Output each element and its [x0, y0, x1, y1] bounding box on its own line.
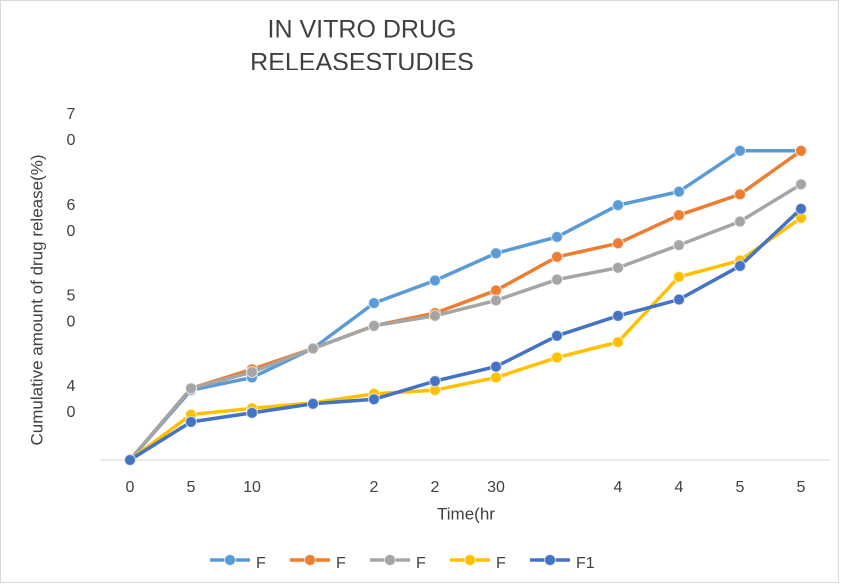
legend-label: F: [496, 555, 506, 572]
data-point: [367, 393, 381, 406]
legend-label: F: [256, 555, 266, 572]
y-axis-title: Cumulative amount of drug release(%): [27, 154, 46, 445]
data-point: [428, 375, 442, 388]
data-point: [611, 199, 625, 212]
data-point: [611, 237, 625, 250]
data-point: [733, 215, 747, 228]
legend-item: F: [370, 554, 426, 572]
data-point: [184, 382, 198, 395]
data-point: [672, 185, 686, 198]
x-tick-label: 2: [370, 479, 379, 496]
data-point: [672, 270, 686, 283]
data-point: [367, 319, 381, 332]
data-point: [733, 144, 747, 157]
x-tick-label: 2: [431, 479, 440, 496]
legend-marker: [544, 554, 556, 566]
data-point: [611, 261, 625, 274]
data-point: [550, 230, 564, 244]
data-point: [367, 297, 381, 310]
data-point: [489, 294, 503, 307]
x-tick-label: 5: [736, 479, 745, 496]
legend-label: F: [416, 555, 426, 572]
x-tick-label: 4: [614, 479, 623, 496]
series-line: [128, 216, 803, 462]
data-point: [672, 293, 686, 306]
legend-item: F: [210, 554, 266, 572]
data-point: [611, 336, 625, 349]
title-group: IN VITRO DRUG RELEASESTUDIES: [250, 16, 474, 77]
legend-item: F: [450, 554, 506, 572]
data-point: [733, 259, 747, 273]
series-line: [128, 182, 802, 462]
data-point: [428, 309, 442, 322]
x-tick-label: 5: [797, 479, 806, 496]
data-point: [489, 247, 503, 260]
data-point: [794, 178, 808, 191]
data-point: [672, 209, 686, 222]
legend-item: F: [290, 554, 346, 572]
data-point: [489, 371, 503, 384]
x-axis-title: Time(hr: [437, 504, 495, 523]
data-point: [428, 274, 442, 287]
series-line: [129, 207, 803, 462]
x-tick-label: 30: [487, 479, 505, 496]
legend-marker: [304, 554, 316, 566]
data-point: [794, 202, 808, 215]
chart-title: RELEASESTUDIES: [250, 49, 474, 77]
data-point: [733, 188, 747, 201]
x-tick-label: 0: [126, 479, 135, 496]
data-point: [306, 397, 320, 410]
data-point: [550, 329, 564, 342]
data-point: [489, 284, 503, 297]
data-point: [306, 342, 320, 355]
data-point: [184, 415, 198, 429]
x-tick-label: 10: [243, 479, 261, 496]
legend-marker: [464, 554, 476, 566]
data-point: [550, 351, 564, 364]
data-point: [672, 239, 686, 252]
data-point: [245, 406, 259, 419]
legend-label: F: [336, 555, 346, 572]
data-point: [489, 360, 503, 373]
data-point: [611, 309, 625, 322]
chart-title: IN VITRO DRUG: [268, 16, 457, 44]
series-line: [128, 149, 803, 462]
legend-marker: [224, 554, 236, 566]
x-tick-label: 4: [675, 479, 684, 496]
data-point: [245, 365, 259, 379]
data-point: [794, 144, 808, 157]
x-tick-label: 5: [187, 479, 196, 496]
legend-label: F1: [576, 555, 595, 572]
data-point: [550, 273, 564, 286]
legend-item: F1: [530, 554, 595, 572]
series-line: [128, 149, 801, 462]
legend-marker: [384, 554, 396, 566]
data-point: [123, 453, 137, 467]
data-point: [550, 250, 564, 263]
